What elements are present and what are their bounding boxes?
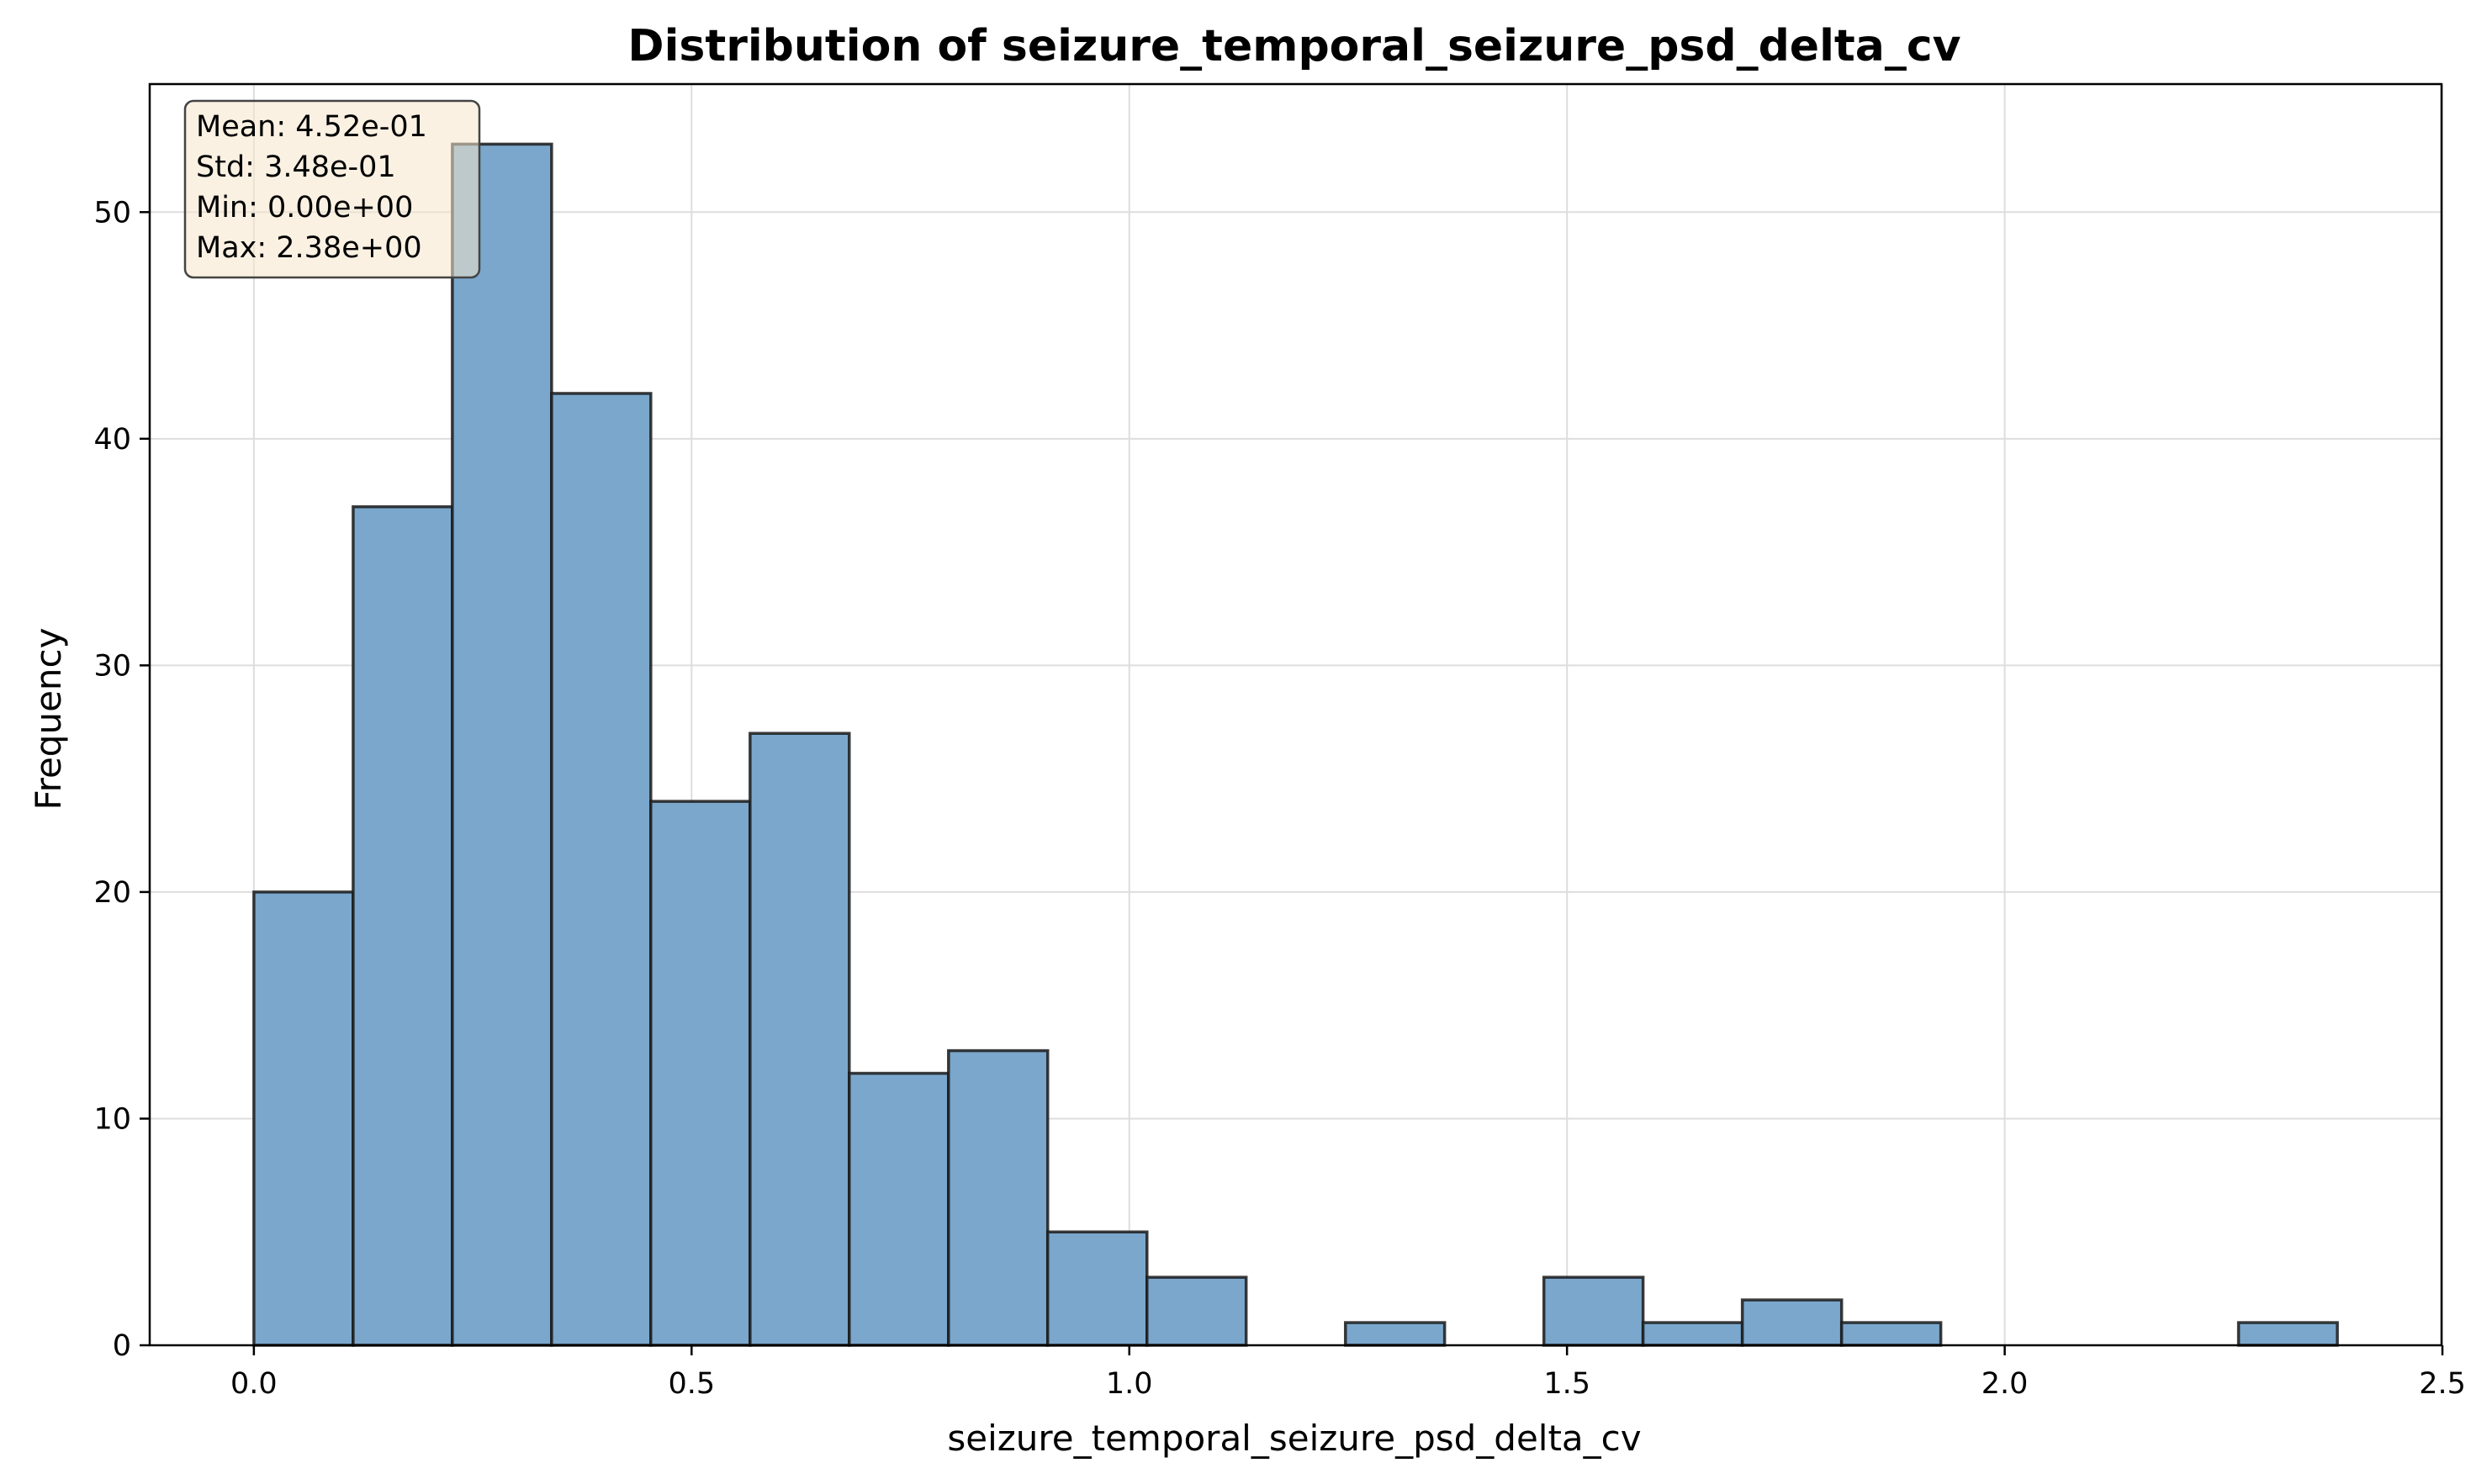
y-tick-label: 50 [93,196,131,230]
histogram-bar [947,1048,1050,1347]
stats-min: Min: 0.00e+00 [196,191,413,224]
histogram-bar [1145,1275,1248,1347]
x-tick-label: 2.5 [2419,1367,2466,1401]
histogram-bar [1740,1298,1844,1347]
x-tick-label: 1.0 [1106,1367,1153,1401]
stats-mean: Mean: 4.52e-01 [196,110,427,144]
stats-box-background [183,99,481,279]
histogram-bar [1343,1321,1447,1347]
y-axis-label: Frequency [28,628,69,811]
y-tick-label: 30 [93,649,131,683]
y-tick-label: 40 [93,423,131,457]
histogram-bar [550,392,653,1347]
histogram-bar [1045,1230,1149,1347]
stats-max: Max: 2.38e+00 [196,231,422,265]
x-tick-label: 2.0 [1981,1367,2029,1401]
y-tick-label: 0 [113,1329,131,1363]
x-tick-label: 1.5 [1543,1367,1590,1401]
histogram-bar [1839,1321,1943,1347]
y-tick-label: 10 [93,1102,131,1136]
bars [252,142,2339,1347]
plot-frame [148,82,2443,1347]
x-tick-label: 0.5 [668,1367,715,1401]
y-tick-label: 20 [93,876,131,910]
stats-std: Std: 3.48e-01 [196,151,396,184]
histogram-bar [252,890,355,1347]
histogram-bar [352,504,454,1347]
stats-box: Mean: 4.52e-01 Std: 3.48e-01 Min: 0.00e+… [183,99,481,279]
chart-title: Distribution of seizure_temporal_seizure… [627,21,1960,71]
histogram-bar [1641,1321,1744,1347]
histogram-bar [451,142,553,1347]
x-tick-label: 0.0 [230,1367,278,1401]
histogram-bar [649,800,752,1347]
x-axis-label: seizure_temporal_seizure_psd_delta_cv [947,1418,1641,1459]
axis-ticks: 0.0 0.5 1.0 1.5 2.0 2.5 0 10 20 30 40 50 [93,196,2465,1401]
histogram-bar [749,731,851,1347]
histogram-bar [1542,1275,1645,1347]
histogram-bar [2236,1321,2339,1347]
histogram-bar [848,1071,950,1347]
